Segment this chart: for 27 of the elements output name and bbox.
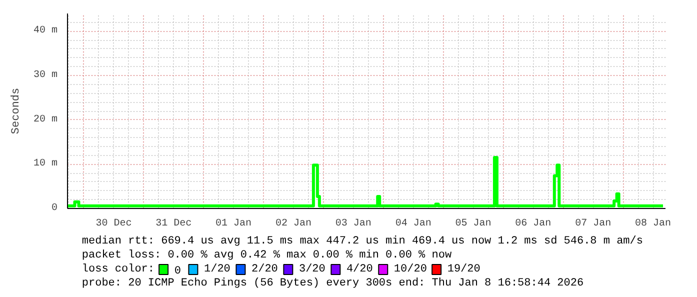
x-tick-label: 05 Jan bbox=[455, 218, 492, 230]
y-tick-label: 0 bbox=[52, 203, 58, 214]
x-tick-label: 08 Jan bbox=[635, 218, 672, 230]
y-tick-label: 30 m bbox=[33, 70, 58, 82]
x-tick-label: 03 Jan bbox=[335, 218, 372, 230]
x-tick-label: 04 Jan bbox=[395, 218, 432, 230]
legend-label: 2/20 bbox=[251, 264, 278, 276]
legend-label: 4/20 bbox=[346, 264, 373, 276]
y-tick-label: 20 m bbox=[33, 114, 58, 126]
x-tick-label: 07 Jan bbox=[575, 218, 612, 230]
x-tick-label: 31 Dec bbox=[156, 218, 192, 230]
x-tick-label: 06 Jan bbox=[515, 218, 552, 230]
x-tick-label: 01 Jan bbox=[216, 218, 252, 230]
legend-label: 19/20 bbox=[447, 264, 480, 276]
text: median rtt: 669.4 us avg 11.5 ms max 447.2 us min 469.4 us now 1.2 ms sd 546.8 m am/s bbox=[82, 236, 643, 248]
legend-label: 10/20 bbox=[394, 264, 427, 276]
legend-label: 3/20 bbox=[298, 264, 326, 276]
y-tick-label: 10 m bbox=[33, 158, 58, 170]
text: packet loss: 0.00 % avg 0.42 % max 0.00 % min 0.00 % now bbox=[82, 250, 452, 262]
legend-label: 0 bbox=[174, 266, 181, 278]
y-axis-title: Seconds bbox=[10, 88, 22, 134]
legend-title: loss color: bbox=[82, 264, 155, 276]
x-tick-label: 02 Jan bbox=[275, 218, 312, 230]
x-tick-label: 30 Dec bbox=[96, 218, 132, 230]
y-tick-label: 40 m bbox=[33, 26, 58, 37]
text: probe: 20 ICMP Echo Pings (56 Bytes) every 300s end: Thu Jan 8 16:58:44 2026 bbox=[82, 278, 584, 290]
legend-label: 1/20 bbox=[204, 264, 230, 276]
